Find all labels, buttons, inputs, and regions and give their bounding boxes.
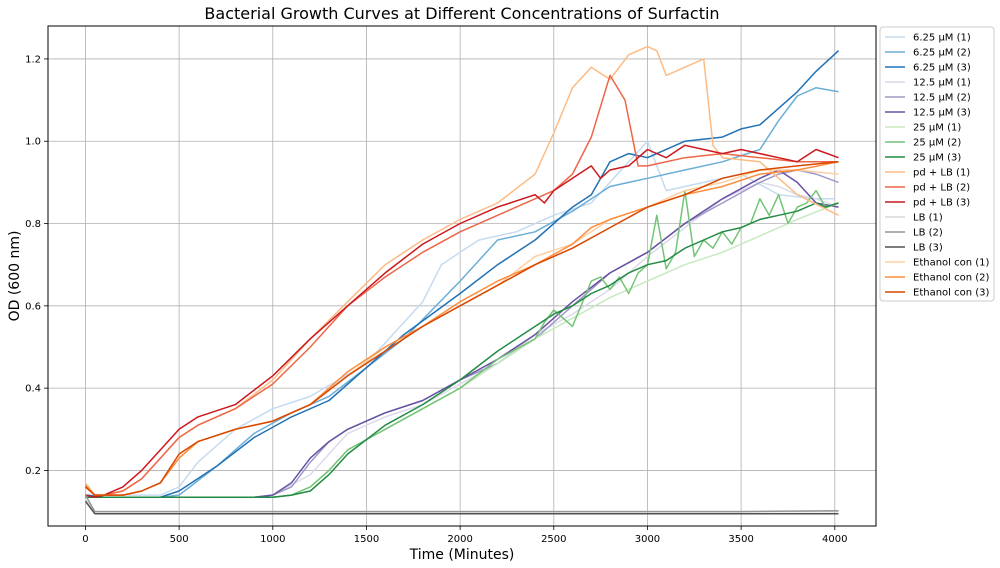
y-axis-ticks: 0.2 0.4 0.6 0.8 1.0 1.2 (25, 54, 48, 477)
legend-item: LB (3) (885, 243, 943, 254)
legend: 6.25 µM (1) 6.25 µM (2) 6.25 µM (3) 12.5 µM… (879, 26, 995, 302)
legend-item: LB (2) (885, 228, 943, 239)
y-tick-label: 1.0 (25, 137, 41, 148)
series-line-1 (85, 140, 835, 496)
legend-item: 25 µM (2) (885, 138, 961, 149)
legend-item: pd + LB (2) (885, 183, 970, 194)
plot-frame (47, 25, 877, 527)
legend-label: pd + LB (2) (913, 183, 970, 194)
y-tick-label: 0.2 (25, 466, 41, 477)
legend-label: 6.25 µM (1) (913, 33, 971, 44)
legend-item: 12.5 µM (2) (885, 93, 971, 104)
series-line-4 (85, 181, 839, 498)
series-line-18 (85, 161, 839, 496)
legend-item: pd + LB (3) (885, 198, 970, 209)
legend-label: 25 µM (3) (913, 153, 961, 164)
x-tick-label: 2500 (541, 534, 566, 545)
legend-item: Ethanol con (3) (885, 288, 990, 299)
series-line-17 (84, 161, 839, 496)
legend-item: 25 µM (1) (885, 123, 961, 134)
series-line-13 (84, 498, 839, 513)
legend-item: pd + LB (1) (885, 168, 970, 179)
legend-item: 6.25 µM (2) (885, 48, 971, 59)
y-tick-label: 0.4 (25, 384, 41, 395)
legend-label: LB (1) (913, 213, 943, 224)
legend-label: 12.5 µM (2) (913, 93, 971, 104)
x-tick-label: 3000 (635, 534, 660, 545)
series-line-9 (85, 202, 839, 498)
legend-label: 6.25 µM (2) (913, 48, 971, 59)
legend-label: Ethanol con (3) (913, 288, 990, 299)
legend-item: 6.25 µM (3) (885, 63, 971, 74)
legend-frame (879, 26, 995, 302)
x-tick-label: 1000 (260, 534, 285, 545)
legend-label: 12.5 µM (3) (913, 108, 971, 119)
legend-item: Ethanol con (2) (885, 273, 990, 284)
x-axis-ticks: 0 500 1000 1500 2000 2500 3000 3500 4000 (82, 526, 848, 545)
series-line-11 (85, 74, 839, 496)
legend-item: 25 µM (3) (885, 153, 961, 164)
series-line-8 (85, 189, 839, 498)
x-tick-label: 500 (170, 534, 189, 545)
legend-label: LB (2) (913, 228, 943, 239)
legend-label: Ethanol con (2) (913, 273, 990, 284)
legend-item: Ethanol con (1) (885, 258, 990, 269)
chart-title: Bacterial Growth Curves at Different Con… (204, 4, 719, 23)
legend-label: pd + LB (1) (913, 168, 970, 179)
x-tick-label: 1500 (354, 534, 379, 545)
y-axis-label: OD (600 nm) (7, 231, 23, 322)
series-line-2 (85, 86, 839, 498)
legend-item: LB (1) (885, 213, 943, 224)
legend-label: 25 µM (1) (913, 123, 961, 134)
x-axis-label: Time (Minutes) (409, 547, 515, 563)
legend-label: LB (3) (913, 243, 943, 254)
y-tick-label: 0.8 (25, 219, 41, 230)
series-line-12 (85, 144, 839, 498)
legend-label: pd + LB (3) (913, 198, 970, 209)
series-line-6 (85, 169, 839, 498)
series-line-14 (84, 494, 839, 513)
legend-label: 6.25 µM (3) (913, 63, 971, 74)
legend-item: 12.5 µM (3) (885, 108, 971, 119)
legend-label: 12.5 µM (1) (913, 78, 971, 89)
x-tick-label: 2000 (447, 534, 472, 545)
legend-label: 25 µM (2) (913, 138, 961, 149)
series-line-15 (84, 500, 839, 515)
x-tick-label: 3500 (728, 534, 753, 545)
grid (48, 26, 876, 526)
x-tick-label: 0 (82, 534, 88, 545)
y-tick-label: 0.6 (25, 301, 41, 312)
legend-item: 12.5 µM (1) (885, 78, 971, 89)
series-line-10 (84, 45, 839, 496)
legend-label: Ethanol con (1) (913, 258, 990, 269)
series-lines (84, 45, 840, 515)
series-line-3 (85, 50, 840, 498)
series-line-7 (85, 202, 839, 498)
legend-item: 6.25 µM (1) (885, 33, 971, 44)
x-tick-label: 4000 (822, 534, 847, 545)
y-tick-label: 1.2 (25, 54, 41, 65)
